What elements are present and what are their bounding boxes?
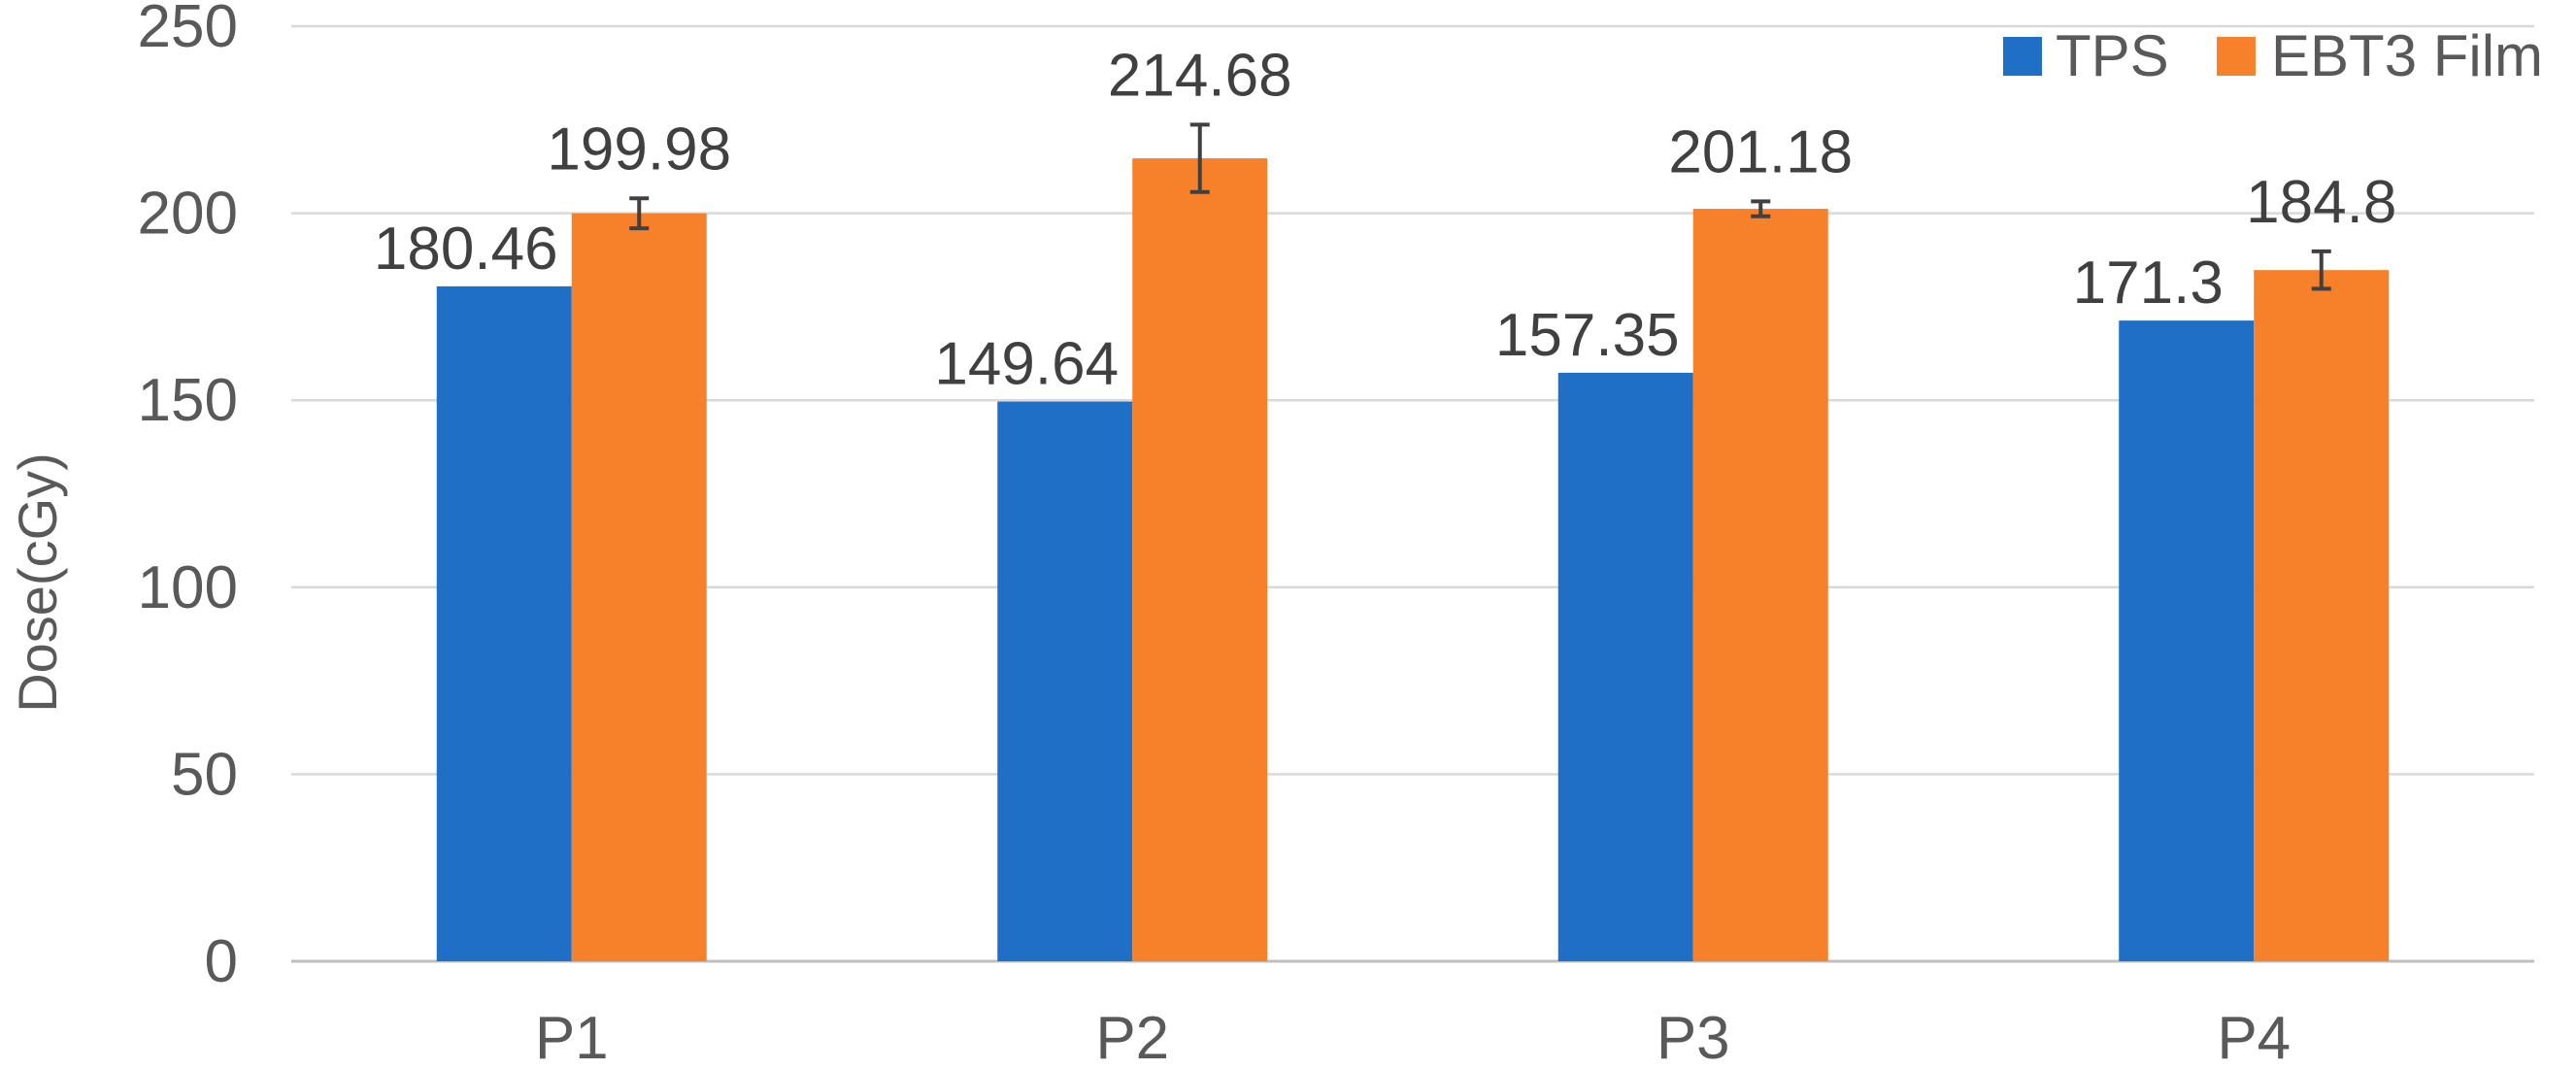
bar-ebt3-film <box>2254 270 2390 961</box>
y-tick-label: 50 <box>171 741 238 808</box>
data-label: 184.8 <box>2246 169 2396 236</box>
y-tick-label: 200 <box>138 181 238 248</box>
y-axis-title: Dose(cGy) <box>7 452 68 713</box>
bars <box>436 158 2390 962</box>
x-category-label: P3 <box>1656 1005 1730 1070</box>
y-axis-ticks: 0 50 100 150 200 250 <box>138 0 238 995</box>
error-bar <box>629 196 650 231</box>
data-label: 180.46 <box>374 216 558 283</box>
data-labels: 180.46 199.98 149.64 214.68 157.35 201.18 171.… <box>374 42 2396 397</box>
data-label: 157.35 <box>1495 302 1680 369</box>
legend-label: TPS <box>2056 23 2169 88</box>
x-category-label: P1 <box>535 1005 609 1070</box>
legend-swatch <box>2003 37 2042 76</box>
data-label: 171.3 <box>2073 250 2224 317</box>
error-bar <box>1189 122 1210 194</box>
legend-label: EBT3 Film <box>2271 23 2543 88</box>
data-label: 149.64 <box>934 331 1119 398</box>
bar-ebt3-film <box>571 213 707 962</box>
bar-tps <box>2119 320 2255 961</box>
bar-tps <box>1557 372 1693 961</box>
bar-ebt3-film <box>1132 158 1268 962</box>
y-tick-label: 150 <box>138 367 238 434</box>
x-axis-categories: P1 P2 P3 P4 <box>535 1005 2291 1070</box>
y-tick-label: 0 <box>205 928 238 995</box>
error-bar <box>2311 249 2331 291</box>
error-bars <box>629 122 2331 291</box>
bar-ebt3-film <box>1692 209 1828 962</box>
y-tick-label: 250 <box>138 0 238 60</box>
bar-tps <box>436 285 572 962</box>
legend-item: EBT3 Film <box>2217 23 2543 88</box>
data-label: 214.68 <box>1108 42 1292 109</box>
y-tick-label: 100 <box>138 554 238 621</box>
data-label: 199.98 <box>547 116 731 183</box>
legend-item: TPS <box>2003 23 2169 88</box>
legend-swatch <box>2217 37 2256 76</box>
bar-tps <box>997 401 1133 961</box>
legend: TPS EBT3 Film <box>2003 23 2543 88</box>
error-bar <box>1751 199 1771 218</box>
data-label: 201.18 <box>1668 118 1853 185</box>
x-category-label: P4 <box>2217 1005 2291 1070</box>
x-category-label: P2 <box>1095 1005 1169 1070</box>
